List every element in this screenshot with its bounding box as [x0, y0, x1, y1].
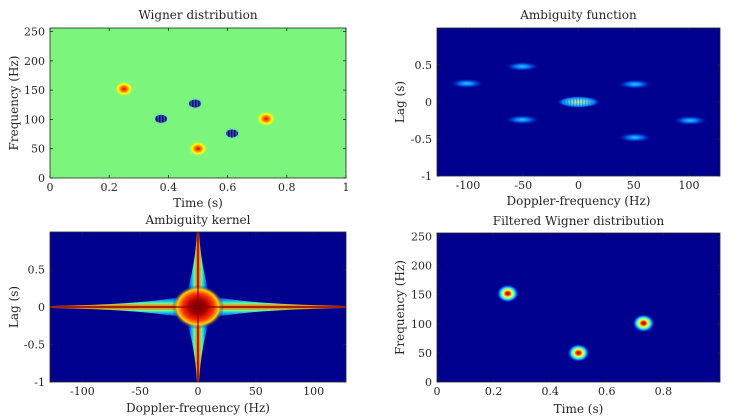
y-tick-label: -0.5: [411, 133, 432, 146]
x-axis-label: Time (s): [173, 196, 223, 210]
ambiguity-blob: [616, 132, 653, 143]
x-tick-label: -50: [514, 179, 532, 192]
ambiguity-function-chart: Ambiguity function Doppler-frequency (Hz)…: [393, 8, 721, 208]
panel-title: Wigner distribution: [138, 8, 257, 22]
auto-term-blob: [256, 110, 277, 127]
y-axis-label: Lag (s): [7, 286, 21, 328]
x-tick-label: 0.4: [160, 181, 178, 194]
cross-term-blob: [226, 129, 239, 138]
y-tick-label: 0: [38, 301, 45, 314]
y-axis-label: Frequency (Hz): [393, 260, 407, 355]
x-tick-label: 0.2: [100, 181, 118, 194]
y-tick-label: 100: [24, 113, 45, 126]
y-tick-label: 0: [425, 376, 432, 389]
y-tick-label: -1: [421, 170, 432, 183]
ambiguity-kernel-chart: Ambiguity kernel Doppler-frequency (Hz) La…: [7, 213, 347, 415]
filtered-blob: [567, 343, 590, 362]
x-tick-label: 0.4: [541, 385, 559, 398]
ambiguity-blob: [616, 79, 653, 90]
kernel-shape: [50, 232, 346, 382]
y-tick-label: 200: [411, 260, 432, 273]
wigner-distribution-chart: Wigner distribution Time (s) Frequency (Hz…: [7, 8, 350, 210]
x-tick-label: -50: [131, 385, 149, 398]
ambiguity-blob: [672, 115, 709, 126]
y-tick-label: 0: [425, 96, 432, 109]
x-tick-label: 0: [575, 179, 582, 192]
x-tick-label: 0: [47, 181, 54, 194]
ambiguity-center-fringes: [563, 98, 594, 106]
filtered-blob: [632, 314, 655, 333]
ambiguity-blob: [448, 78, 485, 89]
ambiguity-blob: [504, 114, 541, 125]
x-tick-label: 1: [343, 181, 350, 194]
ambiguity-blob: [504, 61, 541, 72]
filtered-wigner-chart: Filtered Wigner distribution Time (s) Freq…: [393, 214, 721, 416]
x-axis-label: Doppler-frequency (Hz): [507, 194, 651, 208]
x-tick-label: 0.6: [598, 385, 616, 398]
y-tick-label: 0.5: [28, 264, 46, 277]
x-tick-label: 50: [249, 385, 263, 398]
x-tick-label: 50: [627, 179, 641, 192]
x-axis-label: Time (s): [554, 402, 604, 416]
x-tick-label: -100: [70, 385, 95, 398]
auto-term-blob: [188, 140, 208, 157]
y-tick-label: -0.5: [24, 339, 45, 352]
y-tick-label: 150: [411, 289, 432, 302]
x-tick-label: 0.8: [278, 181, 296, 194]
y-tick-label: 100: [411, 318, 432, 331]
x-tick-label: 0: [434, 385, 441, 398]
filtered-blob: [496, 284, 519, 303]
auto-term-blob: [114, 80, 134, 97]
axes-frame: [436, 232, 721, 383]
y-tick-label: 250: [411, 230, 432, 243]
x-axis-label: Doppler-frequency (Hz): [126, 401, 270, 415]
x-tick-label: 100: [303, 385, 324, 398]
x-tick-label: 0.6: [219, 181, 237, 194]
y-tick-label: 50: [418, 347, 432, 360]
cross-term-blob: [155, 114, 167, 123]
x-tick-label: 0.8: [655, 385, 673, 398]
x-tick-label: 0: [195, 385, 202, 398]
panel-title: Ambiguity kernel: [144, 213, 250, 227]
y-axis-label: Lag (s): [393, 81, 407, 123]
panel-title: Filtered Wigner distribution: [493, 214, 665, 228]
y-axis-label: Frequency (Hz): [7, 56, 21, 151]
cross-term-blob: [189, 99, 202, 108]
y-tick-label: 250: [24, 26, 45, 39]
y-tick-label: 0.5: [415, 59, 433, 72]
y-tick-label: 200: [24, 55, 45, 68]
x-tick-label: 100: [679, 179, 700, 192]
y-tick-label: 0: [38, 172, 45, 185]
panel-title: Ambiguity function: [519, 8, 637, 22]
x-tick-label: 0.2: [485, 385, 503, 398]
y-tick-label: -1: [34, 376, 45, 389]
axes-frame: [49, 27, 347, 179]
y-tick-label: 50: [31, 143, 45, 156]
x-tick-label: -100: [456, 179, 481, 192]
y-tick-label: 150: [24, 84, 45, 97]
